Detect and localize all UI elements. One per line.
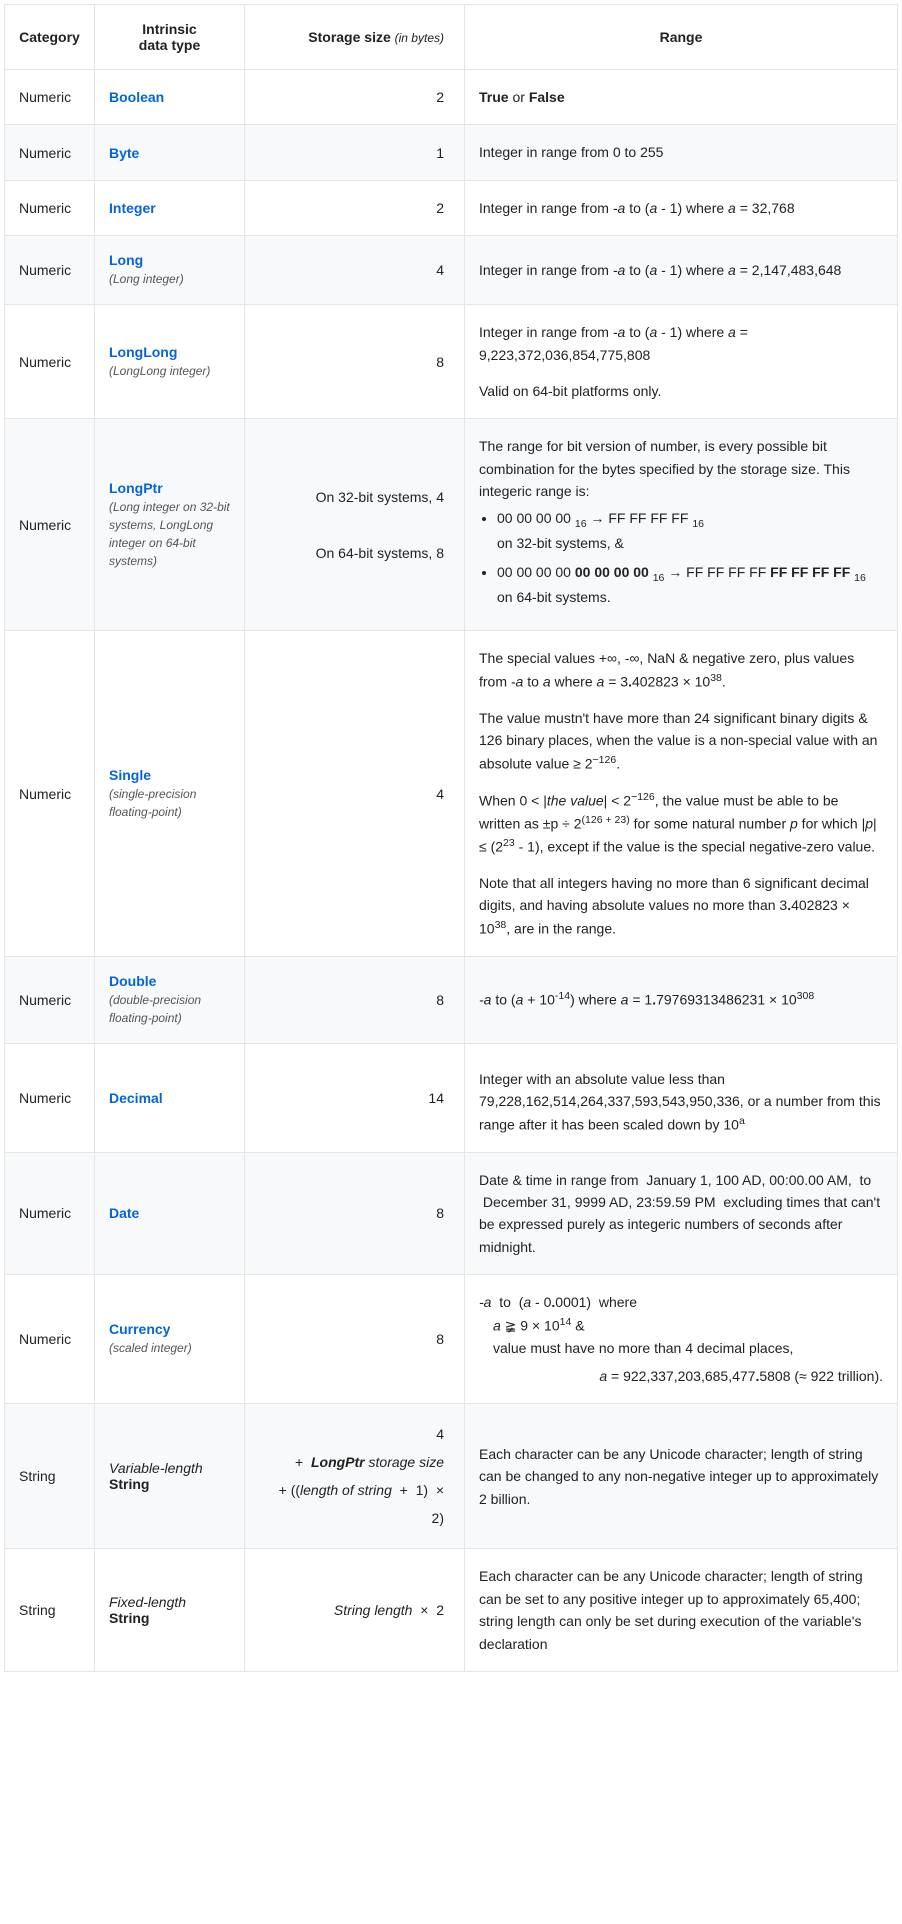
cell-datatype: Single (single-precision floating-point)	[95, 631, 245, 956]
cell-datatype: Boolean	[95, 70, 245, 125]
cell-range: Integer with an absolute value less than…	[465, 1043, 898, 1152]
datatype-subtitle: (LongLong integer)	[109, 362, 230, 380]
header-storage-label: Storage size	[308, 29, 394, 45]
datatype-link[interactable]: LongPtr	[109, 480, 163, 496]
cell-range: -a to (a + 10-14) where a = 1.7976931348…	[465, 956, 898, 1043]
cell-storage: On 32-bit systems, 4On 64-bit systems, 8	[245, 419, 465, 631]
header-storage: Storage size (in bytes)	[245, 5, 465, 70]
datatype-qualifier: Variable-length	[109, 1460, 203, 1476]
datatype-subtitle: (scaled integer)	[109, 1339, 230, 1357]
cell-range: -a to (a - 0.0001) wherea ≩ 9 × 1014 &va…	[465, 1275, 898, 1404]
cell-datatype: Double (double-precision floating-point)	[95, 956, 245, 1043]
cell-datatype: Fixed-lengthString	[95, 1549, 245, 1672]
data-types-table: Category Intrinsic data type Storage siz…	[4, 4, 898, 1672]
datatype-link[interactable]: Boolean	[109, 89, 164, 105]
header-datatype-line1: Intrinsic	[142, 21, 196, 37]
datatype-link[interactable]: Double	[109, 973, 156, 989]
table-row: StringFixed-lengthStringString length × …	[5, 1549, 898, 1672]
cell-range: Integer in range from 0 to 255	[465, 125, 898, 180]
cell-range: Integer in range from -a to (a - 1) wher…	[465, 180, 898, 235]
cell-range: Each character can be any Unicode charac…	[465, 1549, 898, 1672]
cell-storage: 1	[245, 125, 465, 180]
cell-storage: 2	[245, 180, 465, 235]
cell-range: The range for bit version of number, is …	[465, 419, 898, 631]
cell-range: Integer in range from -a to (a - 1) wher…	[465, 305, 898, 419]
datatype-link[interactable]: Integer	[109, 200, 156, 216]
table-row: Numeric Long (Long integer) 4Integer in ran…	[5, 236, 898, 305]
cell-category: Numeric	[5, 70, 95, 125]
cell-datatype: Date	[95, 1152, 245, 1275]
datatype-subtitle: (single-precision floating-point)	[109, 785, 230, 821]
cell-datatype: Long (Long integer)	[95, 236, 245, 305]
cell-category: Numeric	[5, 631, 95, 956]
cell-datatype: Decimal	[95, 1043, 245, 1152]
table-row: Numeric Single (single-precision floating-…	[5, 631, 898, 956]
cell-storage: 14	[245, 1043, 465, 1152]
cell-datatype: Variable-lengthString	[95, 1404, 245, 1549]
cell-range: True or False	[465, 70, 898, 125]
datatype-subtitle: (Long integer)	[109, 270, 230, 288]
table-row: Numeric LongPtr (Long integer on 32-bit sy…	[5, 419, 898, 631]
datatype-subtitle: (Long integer on 32-bit systems, LongLon…	[109, 498, 230, 570]
cell-datatype: Byte	[95, 125, 245, 180]
header-datatype: Intrinsic data type	[95, 5, 245, 70]
cell-category: Numeric	[5, 1152, 95, 1275]
cell-datatype: LongPtr (Long integer on 32-bit systems, …	[95, 419, 245, 631]
datatype-link[interactable]: LongLong	[109, 344, 177, 360]
cell-datatype: Integer	[95, 180, 245, 235]
datatype-link[interactable]: Long	[109, 252, 143, 268]
header-category: Category	[5, 5, 95, 70]
datatype-link[interactable]: Date	[109, 1205, 139, 1221]
cell-category: Numeric	[5, 1043, 95, 1152]
datatype-link[interactable]: Single	[109, 767, 151, 783]
cell-range: The special values +∞, -∞, NaN & negativ…	[465, 631, 898, 956]
table-header: Category Intrinsic data type Storage siz…	[5, 5, 898, 70]
cell-storage: 4+ LongPtr storage size+ ((length of str…	[245, 1404, 465, 1549]
datatype-link[interactable]: Byte	[109, 145, 139, 161]
cell-storage: 4	[245, 631, 465, 956]
datatype-subtitle: (double-precision floating-point)	[109, 991, 230, 1027]
header-storage-suffix: (in bytes)	[395, 31, 444, 45]
header-range: Range	[465, 5, 898, 70]
cell-category: Numeric	[5, 956, 95, 1043]
header-datatype-line2: data type	[139, 37, 200, 53]
cell-storage: 8	[245, 956, 465, 1043]
cell-category: Numeric	[5, 305, 95, 419]
table-row: Numeric Decimal 14Integer with an absolute…	[5, 1043, 898, 1152]
cell-storage: 8	[245, 1152, 465, 1275]
datatype-link[interactable]: Currency	[109, 1321, 170, 1337]
cell-range: Date & time in range from January 1, 100…	[465, 1152, 898, 1275]
cell-category: Numeric	[5, 125, 95, 180]
cell-storage: 2	[245, 70, 465, 125]
cell-storage: 8	[245, 305, 465, 419]
cell-range: Each character can be any Unicode charac…	[465, 1404, 898, 1549]
cell-category: Numeric	[5, 1275, 95, 1404]
cell-storage: 4	[245, 236, 465, 305]
cell-storage: String length × 2	[245, 1549, 465, 1672]
table-row: Numeric Integer 2Integer in range from -a …	[5, 180, 898, 235]
datatype-name: String	[109, 1610, 149, 1626]
cell-category: String	[5, 1549, 95, 1672]
cell-category: Numeric	[5, 180, 95, 235]
table-row: Numeric Boolean 2True or False	[5, 70, 898, 125]
cell-storage: 8	[245, 1275, 465, 1404]
datatype-qualifier: Fixed-length	[109, 1594, 186, 1610]
table-row: Numeric Currency (scaled integer) 8-a to (a…	[5, 1275, 898, 1404]
cell-datatype: LongLong (LongLong integer)	[95, 305, 245, 419]
table-row: Numeric Byte 1Integer in range from 0 to 2…	[5, 125, 898, 180]
cell-category: Numeric	[5, 236, 95, 305]
table-row: Numeric Double (double-precision floating-…	[5, 956, 898, 1043]
datatype-link[interactable]: Decimal	[109, 1090, 163, 1106]
table-body: Numeric Boolean 2True or False Numeric Byte 1…	[5, 70, 898, 1672]
cell-category: String	[5, 1404, 95, 1549]
table-row: Numeric LongLong (LongLong integer) 8Intege…	[5, 305, 898, 419]
table-row: StringVariable-lengthString4+ LongPtr st…	[5, 1404, 898, 1549]
cell-range: Integer in range from -a to (a - 1) wher…	[465, 236, 898, 305]
table-row: Numeric Date 8Date & time in range from Ja…	[5, 1152, 898, 1275]
cell-category: Numeric	[5, 419, 95, 631]
cell-datatype: Currency (scaled integer)	[95, 1275, 245, 1404]
datatype-name: String	[109, 1476, 149, 1492]
